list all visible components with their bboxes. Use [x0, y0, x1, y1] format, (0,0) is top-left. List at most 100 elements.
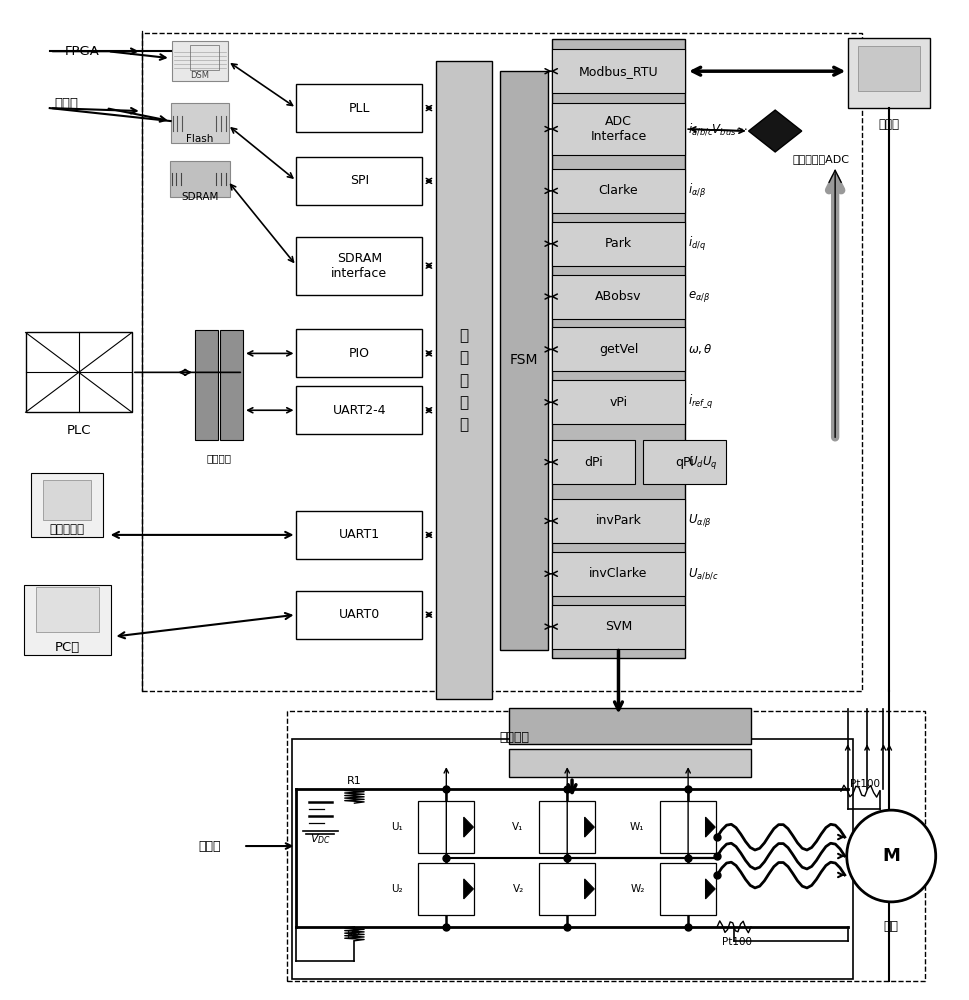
Text: $i_{ref\_q}$: $i_{ref\_q}$	[687, 393, 713, 411]
Bar	[297, 511, 422, 559]
Text: R2: R2	[347, 930, 361, 940]
Text: qPi: qPi	[674, 456, 693, 469]
Bar	[858, 46, 920, 91]
Polygon shape	[584, 879, 594, 899]
Text: $i_{a/b/c}V_{bus}\cdots$: $i_{a/b/c}V_{bus}\cdots$	[687, 121, 747, 137]
Text: SVM: SVM	[605, 620, 632, 633]
Text: V₁: V₁	[512, 822, 523, 832]
Bar	[539, 801, 595, 853]
Text: W₁: W₁	[630, 822, 644, 832]
Text: R1: R1	[347, 776, 361, 786]
Text: UART1: UART1	[338, 528, 380, 541]
Text: U₂: U₂	[391, 884, 402, 894]
Bar	[551, 49, 684, 93]
Bar	[642, 440, 725, 484]
Bar	[551, 605, 684, 649]
Text: 驱动板: 驱动板	[198, 840, 220, 853]
Text: 面板操作器: 面板操作器	[49, 523, 84, 536]
Text: FSM: FSM	[509, 353, 538, 367]
Text: 电机: 电机	[883, 920, 898, 933]
Bar	[659, 801, 715, 853]
Text: UART2-4: UART2-4	[332, 404, 386, 417]
Bar	[170, 161, 230, 197]
Bar	[551, 552, 684, 596]
Circle shape	[846, 810, 935, 902]
Bar	[297, 329, 422, 377]
Text: 触换屏: 触换屏	[878, 118, 899, 131]
Text: $e_{\alpha/\beta}$: $e_{\alpha/\beta}$	[687, 289, 710, 304]
Bar	[171, 103, 229, 143]
Bar	[847, 38, 929, 108]
Text: 多通道同步ADC: 多通道同步ADC	[792, 154, 848, 164]
Bar	[36, 587, 99, 632]
Text: DSM: DSM	[190, 71, 209, 80]
Bar	[195, 330, 218, 440]
Bar	[499, 71, 547, 650]
Text: 隔离电路: 隔离电路	[206, 453, 232, 463]
Bar	[435, 61, 491, 699]
Bar	[418, 863, 474, 915]
Bar	[418, 801, 474, 853]
Text: ABobsv: ABobsv	[595, 290, 641, 303]
Bar	[141, 33, 861, 691]
Bar	[659, 863, 715, 915]
Text: V₂: V₂	[512, 884, 523, 894]
Bar	[551, 222, 684, 266]
Text: UART0: UART0	[338, 608, 380, 621]
Polygon shape	[704, 879, 714, 899]
Bar	[297, 157, 422, 205]
Bar	[220, 330, 243, 440]
Text: getVel: getVel	[598, 343, 638, 356]
Text: invClarke: invClarke	[589, 567, 647, 580]
Bar	[297, 84, 422, 132]
Bar	[25, 332, 132, 412]
Text: SPI: SPI	[350, 174, 368, 187]
Polygon shape	[463, 817, 473, 837]
Bar	[292, 739, 852, 979]
Bar	[551, 440, 635, 484]
Bar	[297, 386, 422, 434]
Text: PIO: PIO	[349, 347, 369, 360]
Text: vPi: vPi	[609, 396, 627, 409]
Text: SDRAM
interface: SDRAM interface	[330, 252, 387, 280]
Polygon shape	[463, 879, 473, 899]
Bar	[551, 169, 684, 213]
Bar	[43, 480, 91, 520]
Text: M: M	[882, 847, 899, 865]
Text: Modbus_RTU: Modbus_RTU	[578, 65, 658, 78]
Text: PC机: PC机	[54, 641, 79, 654]
Bar	[287, 711, 924, 981]
Bar	[551, 103, 684, 155]
Text: Park: Park	[605, 237, 632, 250]
Text: $U_d U_q$: $U_d U_q$	[687, 454, 717, 471]
Bar	[509, 749, 750, 777]
Text: $\omega, \theta$: $\omega, \theta$	[687, 342, 712, 356]
Bar	[509, 708, 750, 744]
Bar	[23, 585, 110, 655]
Polygon shape	[748, 110, 801, 152]
Text: invPark: invPark	[595, 514, 641, 527]
Bar	[297, 237, 422, 295]
Bar	[551, 380, 684, 424]
Bar	[190, 45, 219, 70]
Bar	[551, 327, 684, 371]
Text: W₂: W₂	[630, 884, 644, 894]
Bar	[551, 39, 684, 658]
Text: $V_{DC}$: $V_{DC}$	[310, 832, 330, 846]
Text: $U_{a/b/c}$: $U_{a/b/c}$	[687, 566, 718, 581]
Text: 隔离电路: 隔离电路	[498, 731, 528, 744]
Text: FPGA: FPGA	[64, 45, 99, 58]
Text: PLC: PLC	[67, 424, 91, 437]
Polygon shape	[704, 817, 714, 837]
Text: Pt100: Pt100	[849, 779, 879, 789]
Text: Pt100: Pt100	[721, 937, 751, 947]
Text: $i_{\alpha/\beta}$: $i_{\alpha/\beta}$	[687, 182, 705, 200]
Bar	[551, 499, 684, 543]
Bar	[297, 591, 422, 639]
Text: U₁: U₁	[391, 822, 402, 832]
Polygon shape	[584, 817, 594, 837]
Text: Clarke: Clarke	[598, 184, 638, 197]
Bar	[172, 41, 228, 81]
Text: $U_{\alpha/\beta}$: $U_{\alpha/\beta}$	[687, 512, 711, 529]
Bar	[551, 275, 684, 319]
